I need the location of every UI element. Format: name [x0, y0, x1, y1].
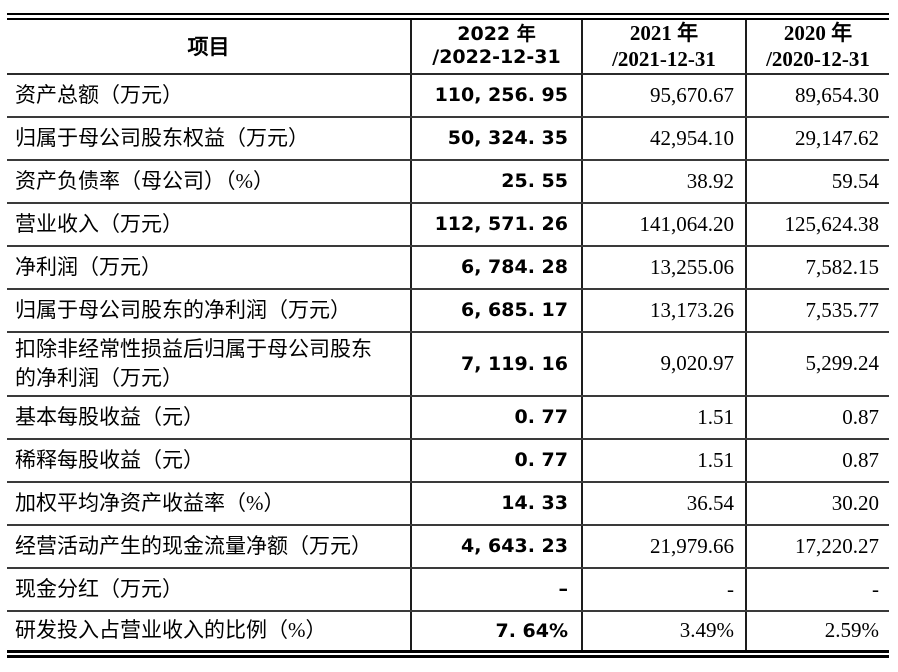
value-2020: 125,624.38	[745, 202, 889, 247]
column-header-item: 项目	[7, 16, 411, 75]
value-2022: –	[410, 567, 582, 612]
table-row: 归属于母公司股东权益（万元） 50, 324. 35 42,954.10 29,…	[7, 116, 889, 161]
column-header-2021-year: 2021 年	[629, 21, 699, 45]
table-row: 研发投入占营业收入的比例（%） 7. 64% 3.49% 2.59%	[7, 610, 889, 654]
value-2021: 21,979.66	[581, 524, 746, 569]
value-2022: 112, 571. 26	[410, 202, 582, 247]
row-label: 基本每股收益（元）	[7, 395, 411, 440]
value-2020: 5,299.24	[745, 331, 889, 397]
column-header-2022-year: 2022 年	[457, 22, 536, 45]
row-label: 加权平均净资产收益率（%）	[7, 481, 411, 526]
column-header-2022: 2022 年 /2022-12-31	[410, 16, 582, 75]
value-2021: 141,064.20	[581, 202, 746, 247]
column-header-2021: 2021 年 /2021-12-31	[581, 16, 746, 75]
value-2020: 29,147.62	[745, 116, 889, 161]
value-2020: 17,220.27	[745, 524, 889, 569]
table-row: 营业收入（万元） 112, 571. 26 141,064.20 125,624…	[7, 202, 889, 247]
table-row: 资产总额（万元） 110, 256. 95 95,670.67 89,654.3…	[7, 73, 889, 118]
table-row: 净利润（万元） 6, 784. 28 13,255.06 7,582.15	[7, 245, 889, 290]
value-2022: 110, 256. 95	[410, 73, 582, 118]
value-2021: 38.92	[581, 159, 746, 204]
value-2022: 6, 685. 17	[410, 288, 582, 333]
value-2022: 14. 33	[410, 481, 582, 526]
table-row: 扣除非经常性损益后归属于母公司股东 的净利润（万元） 7, 119. 16 9,…	[7, 331, 889, 397]
row-label: 归属于母公司股东的净利润（万元）	[7, 288, 411, 333]
table-row: 基本每股收益（元） 0. 77 1.51 0.87	[7, 395, 889, 440]
row-label: 资产总额（万元）	[7, 73, 411, 118]
table-row: 资产负债率（母公司）（%） 25. 55 38.92 59.54	[7, 159, 889, 204]
financial-summary-table: 项目 2022 年 /2022-12-31 2021 年 /2021-12-31…	[7, 13, 889, 658]
column-header-2022-date: /2022-12-31	[432, 46, 561, 69]
value-2020: 0.87	[745, 438, 889, 483]
value-2021: 13,255.06	[581, 245, 746, 290]
value-2022: 0. 77	[410, 395, 582, 440]
column-header-2021-date: /2021-12-31	[612, 47, 716, 72]
value-2022: 25. 55	[410, 159, 582, 204]
value-2021: 36.54	[581, 481, 746, 526]
value-2022: 7, 119. 16	[410, 331, 582, 397]
value-2020: 89,654.30	[745, 73, 889, 118]
row-label: 经营活动产生的现金流量净额（万元）	[7, 524, 411, 569]
value-2020: -	[745, 567, 889, 612]
table-row: 加权平均净资产收益率（%） 14. 33 36.54 30.20	[7, 481, 889, 526]
value-2020: 7,535.77	[745, 288, 889, 333]
value-2021: 9,020.97	[581, 331, 746, 397]
row-label: 现金分红（万元）	[7, 567, 411, 612]
value-2021: -	[581, 567, 746, 612]
row-label: 归属于母公司股东权益（万元）	[7, 116, 411, 161]
table-row: 经营活动产生的现金流量净额（万元） 4, 643. 23 21,979.66 1…	[7, 524, 889, 569]
table-row: 稀释每股收益（元） 0. 77 1.51 0.87	[7, 438, 889, 483]
value-2021: 1.51	[581, 395, 746, 440]
value-2020: 30.20	[745, 481, 889, 526]
row-label: 资产负债率（母公司）（%）	[7, 159, 411, 204]
column-header-2020: 2020 年 /2020-12-31	[745, 16, 889, 75]
value-2020: 2.59%	[745, 610, 889, 654]
value-2021: 1.51	[581, 438, 746, 483]
column-header-2020-date: /2020-12-31	[766, 47, 870, 72]
value-2022: 0. 77	[410, 438, 582, 483]
table-row: 归属于母公司股东的净利润（万元） 6, 685. 17 13,173.26 7,…	[7, 288, 889, 333]
row-label: 研发投入占营业收入的比例（%）	[15, 618, 327, 643]
value-2022: 7. 64%	[410, 610, 582, 654]
value-2020: 7,582.15	[745, 245, 889, 290]
value-2020: 59.54	[745, 159, 889, 204]
value-2022: 4, 643. 23	[410, 524, 582, 569]
row-label: 扣除非经常性损益后归属于母公司股东 的净利润（万元）	[7, 331, 411, 397]
value-2020: 0.87	[745, 395, 889, 440]
column-header-2020-year: 2020 年	[783, 21, 853, 45]
table-row: 现金分红（万元） – - -	[7, 567, 889, 612]
header-row: 项目 2022 年 /2022-12-31 2021 年 /2021-12-31…	[7, 16, 889, 75]
value-2021: 3.49%	[581, 610, 746, 654]
value-2021: 42,954.10	[581, 116, 746, 161]
row-label: 稀释每股收益（元）	[7, 438, 411, 483]
value-2022: 6, 784. 28	[410, 245, 582, 290]
row-label: 净利润（万元）	[7, 245, 411, 290]
value-2021: 13,173.26	[581, 288, 746, 333]
value-2021: 95,670.67	[581, 73, 746, 118]
value-2022: 50, 324. 35	[410, 116, 582, 161]
row-label: 营业收入（万元）	[7, 202, 411, 247]
